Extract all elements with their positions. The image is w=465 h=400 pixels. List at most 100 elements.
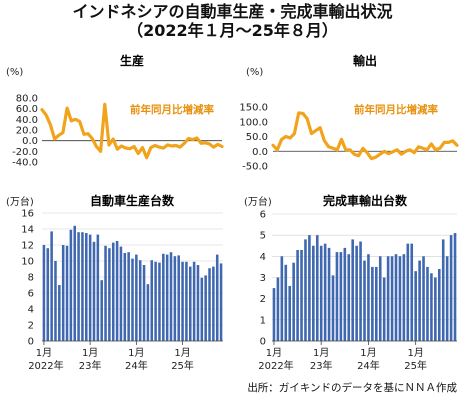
legend: 前年同月比増減率 [344, 101, 448, 117]
bar [296, 249, 299, 341]
bar [42, 245, 46, 341]
bar [414, 271, 417, 341]
bar [177, 255, 180, 341]
chart-title-line2: （2022年１月〜25年８月） [127, 21, 338, 40]
bar [449, 235, 453, 341]
bar [288, 285, 292, 341]
y-tick-label: 4 [28, 305, 34, 316]
y-tick-label: 4 [260, 252, 266, 263]
bar [434, 277, 437, 341]
bar [406, 243, 410, 341]
bar [351, 239, 354, 341]
bar [339, 252, 343, 341]
bar [315, 235, 319, 341]
bar [312, 245, 315, 341]
y-tick-label: 1 [260, 315, 266, 326]
y-tick-label: 60.0 [16, 104, 38, 115]
bar [453, 233, 457, 341]
bar [280, 256, 284, 341]
x-tick-month: 1月 [82, 347, 98, 359]
y-tick-label: -20.0 [12, 147, 38, 158]
bar [73, 225, 76, 341]
bar [61, 245, 65, 341]
y-tick-label: 0 [28, 337, 34, 348]
x-tick-month: 1月 [313, 347, 329, 359]
x-tick-month: 1月 [128, 347, 144, 359]
bar [347, 254, 351, 341]
unit-label: (%) [246, 67, 263, 78]
x-tick-year: 25年 [171, 359, 194, 372]
bar [104, 245, 107, 341]
bar [319, 245, 323, 341]
bar [88, 234, 92, 341]
panel-title: 生産 [120, 53, 144, 68]
bar [165, 254, 169, 341]
bar [208, 268, 211, 341]
x-tick-year: 24年 [357, 359, 380, 372]
unit-label: (万台) [244, 195, 272, 208]
bar [135, 254, 138, 341]
bar [185, 261, 188, 341]
bar [304, 239, 307, 341]
bar [108, 248, 111, 341]
y-tick-label: 20.0 [16, 126, 38, 137]
legend-background [344, 101, 448, 117]
y-tick-label: 12 [21, 241, 34, 252]
bar [219, 263, 223, 341]
bar [335, 252, 339, 341]
bar [308, 235, 311, 341]
bar [192, 261, 196, 341]
bar [375, 266, 378, 341]
legend: 前年同月比増減率 [120, 101, 224, 117]
x-tick-year: 23年 [310, 359, 333, 372]
y-tick-label: 50.0 [246, 132, 268, 143]
legend-label: 前年同月比増減率 [130, 103, 214, 116]
bar [96, 234, 100, 341]
panel-title: 輸出 [353, 53, 377, 68]
bar [390, 256, 394, 341]
bars [42, 225, 223, 341]
y-tick-label: 5 [260, 231, 266, 242]
bar [131, 258, 134, 341]
bar [422, 256, 425, 341]
growth-rate-line [271, 111, 459, 161]
bar [418, 260, 421, 341]
bar [111, 242, 115, 341]
bar [394, 254, 398, 341]
bar [363, 260, 366, 341]
y-tick-label: 40.0 [16, 115, 38, 126]
bar [173, 256, 177, 341]
chart-title-line1: インドネシアの自動車生産・完成車輸出状況 [72, 2, 393, 21]
bar [371, 266, 374, 341]
production-volume-panel: 自動車生産台数(万台)16141210864201月2022年1月23年1月24… [6, 193, 223, 372]
bar [119, 246, 123, 341]
bar [65, 245, 69, 341]
bar [382, 277, 386, 341]
y-tick-label: 0.0 [252, 147, 268, 158]
x-tick-month: 1月 [360, 347, 376, 359]
bar [127, 252, 130, 341]
legend-background [120, 101, 224, 117]
bar [154, 261, 157, 341]
bar [331, 275, 335, 341]
y-tick-label: 150.0 [239, 103, 268, 114]
x-tick-year: 25年 [404, 359, 427, 372]
chart-title: インドネシアの自動車生産・完成車輸出状況 （2022年１月〜25年８月） [0, 2, 465, 40]
panel-title: 完成車輸出台数 [323, 193, 408, 208]
y-tick-label: 6 [260, 210, 266, 221]
bar [284, 264, 288, 341]
y-tick-label: 0.0 [22, 136, 38, 147]
bar [69, 229, 73, 341]
y-tick-label: 2 [260, 294, 266, 305]
legend-label: 前年同月比増減率 [354, 103, 438, 116]
bar [146, 284, 150, 341]
bar [162, 253, 165, 341]
bar [410, 243, 414, 341]
unit-label: (万台) [6, 195, 34, 208]
unit-label: (%) [6, 67, 23, 78]
bar [138, 260, 142, 341]
bar [50, 231, 53, 341]
export-growth-panel: 輸出 (%) 150.0 100.0 50.0 0.0 -50.0 前年同月比増減率 [239, 53, 459, 173]
